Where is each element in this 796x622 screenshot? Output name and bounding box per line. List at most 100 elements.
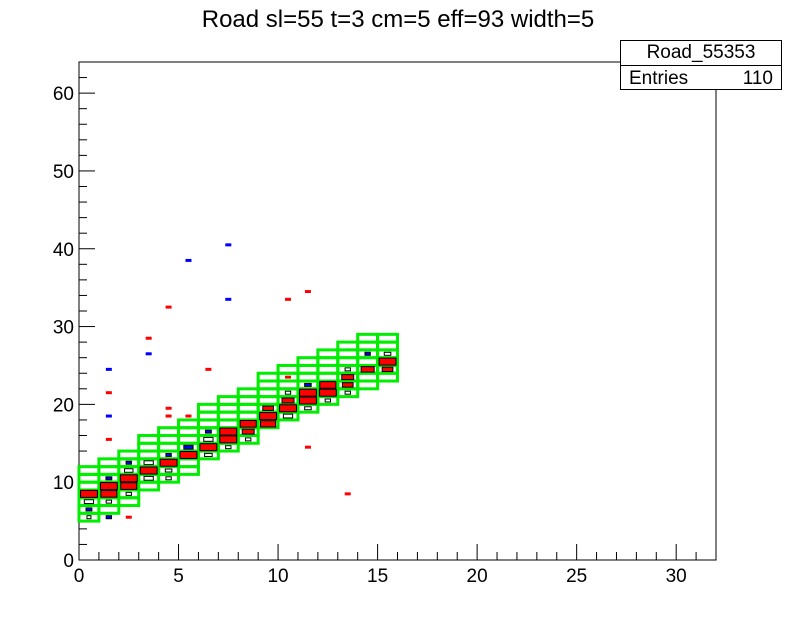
x-tick-label: 15	[367, 566, 388, 587]
stats-box: Road_55353 Entries 110	[620, 40, 782, 90]
outlier-bin	[105, 367, 112, 371]
road-cell	[157, 426, 181, 437]
road-cell	[296, 356, 320, 367]
road-cell	[77, 465, 101, 476]
road-cell	[376, 332, 399, 344]
road-cell	[316, 348, 340, 360]
x-tick-label: 5	[173, 566, 184, 587]
outlier-bin	[225, 243, 232, 247]
y-tick-label: 10	[53, 473, 74, 494]
hit-bin	[164, 468, 173, 473]
outlier-bin	[285, 297, 292, 301]
road-cell	[236, 387, 260, 399]
hit-bin	[318, 388, 337, 397]
hit-bin	[165, 476, 172, 481]
y-tick-label: 0	[63, 551, 74, 572]
hit-bin	[281, 397, 295, 404]
outlier-bin	[145, 352, 152, 356]
hit-bin	[204, 452, 213, 458]
outlier-bin	[185, 258, 192, 262]
hit-bin	[120, 482, 138, 490]
x-tick-label: 30	[666, 566, 687, 587]
hit-bin	[324, 398, 332, 403]
hit-bin	[341, 374, 355, 381]
stats-histogram-name: Road_55353	[621, 41, 781, 66]
road-cell	[216, 395, 240, 406]
hit-bin	[284, 390, 292, 395]
hit-bin	[143, 475, 154, 481]
y-tick-label: 20	[53, 395, 74, 416]
hit-bin	[381, 366, 394, 373]
hit-bin	[83, 499, 95, 505]
hit-bin	[364, 351, 371, 356]
hit-bin	[378, 357, 397, 366]
hit-bin	[262, 405, 274, 411]
hit-bin	[304, 406, 312, 411]
hit-bin	[105, 499, 113, 504]
y-tick-label: 30	[53, 318, 74, 339]
outlier-bin	[165, 406, 172, 410]
y-tick-label: 40	[53, 240, 74, 261]
hit-bin	[298, 388, 317, 397]
hit-bin	[383, 351, 392, 356]
hit-bin	[119, 474, 138, 483]
outlier-bin	[225, 297, 232, 301]
hit-bin	[79, 489, 98, 498]
hit-bin	[341, 382, 354, 388]
hit-bin	[219, 435, 238, 444]
outlier-bin	[125, 515, 132, 519]
x-tick-label: 20	[467, 566, 488, 587]
y-tick-label: 60	[53, 84, 74, 105]
hit-bin	[124, 468, 134, 473]
hit-bin	[260, 420, 277, 428]
x-tick-label: 0	[74, 566, 85, 587]
road-cell	[117, 449, 141, 461]
y-tick-label: 50	[53, 162, 74, 183]
hit-bin	[165, 452, 172, 457]
outlier-bin	[145, 336, 152, 340]
road-cell	[336, 340, 360, 352]
hit-bin	[143, 460, 154, 466]
hit-bin	[319, 381, 337, 389]
hit-bin	[199, 443, 218, 452]
hit-bin	[125, 491, 132, 496]
stats-entries-label: Entries	[629, 68, 689, 89]
hit-bin	[282, 413, 294, 419]
x-tick-label: 25	[566, 566, 587, 587]
chart-title: Road sl=55 t=3 cm=5 eff=93 width=5	[201, 6, 595, 33]
hit-bin	[344, 367, 351, 372]
hit-bin	[159, 458, 178, 467]
hit-bin	[304, 382, 312, 387]
hit-bin	[139, 466, 158, 475]
hit-bin	[105, 476, 113, 481]
hit-bin	[86, 515, 92, 520]
road-cell	[97, 457, 121, 469]
hit-bin	[344, 390, 351, 395]
hit-bin	[125, 460, 132, 465]
hit-bin	[85, 507, 93, 512]
outlier-bin	[185, 414, 192, 418]
road-cell	[356, 332, 380, 344]
hit-bin	[360, 366, 375, 373]
outlier-bin	[105, 437, 112, 441]
outlier-bin	[344, 492, 351, 496]
hit-bin	[105, 515, 113, 520]
hit-bin	[239, 420, 257, 428]
outlier-bin	[105, 391, 112, 395]
outlier-bin	[165, 414, 172, 418]
road-cell	[276, 363, 300, 375]
road-cell	[196, 402, 220, 414]
outlier-bin	[105, 414, 112, 418]
hit-bin	[183, 444, 194, 450]
outlier-bin	[285, 375, 292, 379]
hit-bin	[279, 404, 297, 413]
outlier-bin	[304, 290, 311, 294]
outlier-bin	[205, 367, 212, 371]
road-cell	[177, 418, 200, 430]
x-tick-label: 10	[267, 566, 288, 587]
hit-bin	[225, 445, 232, 450]
outlier-bin	[304, 445, 311, 449]
hit-bin	[298, 396, 317, 405]
hit-bin	[259, 412, 278, 421]
